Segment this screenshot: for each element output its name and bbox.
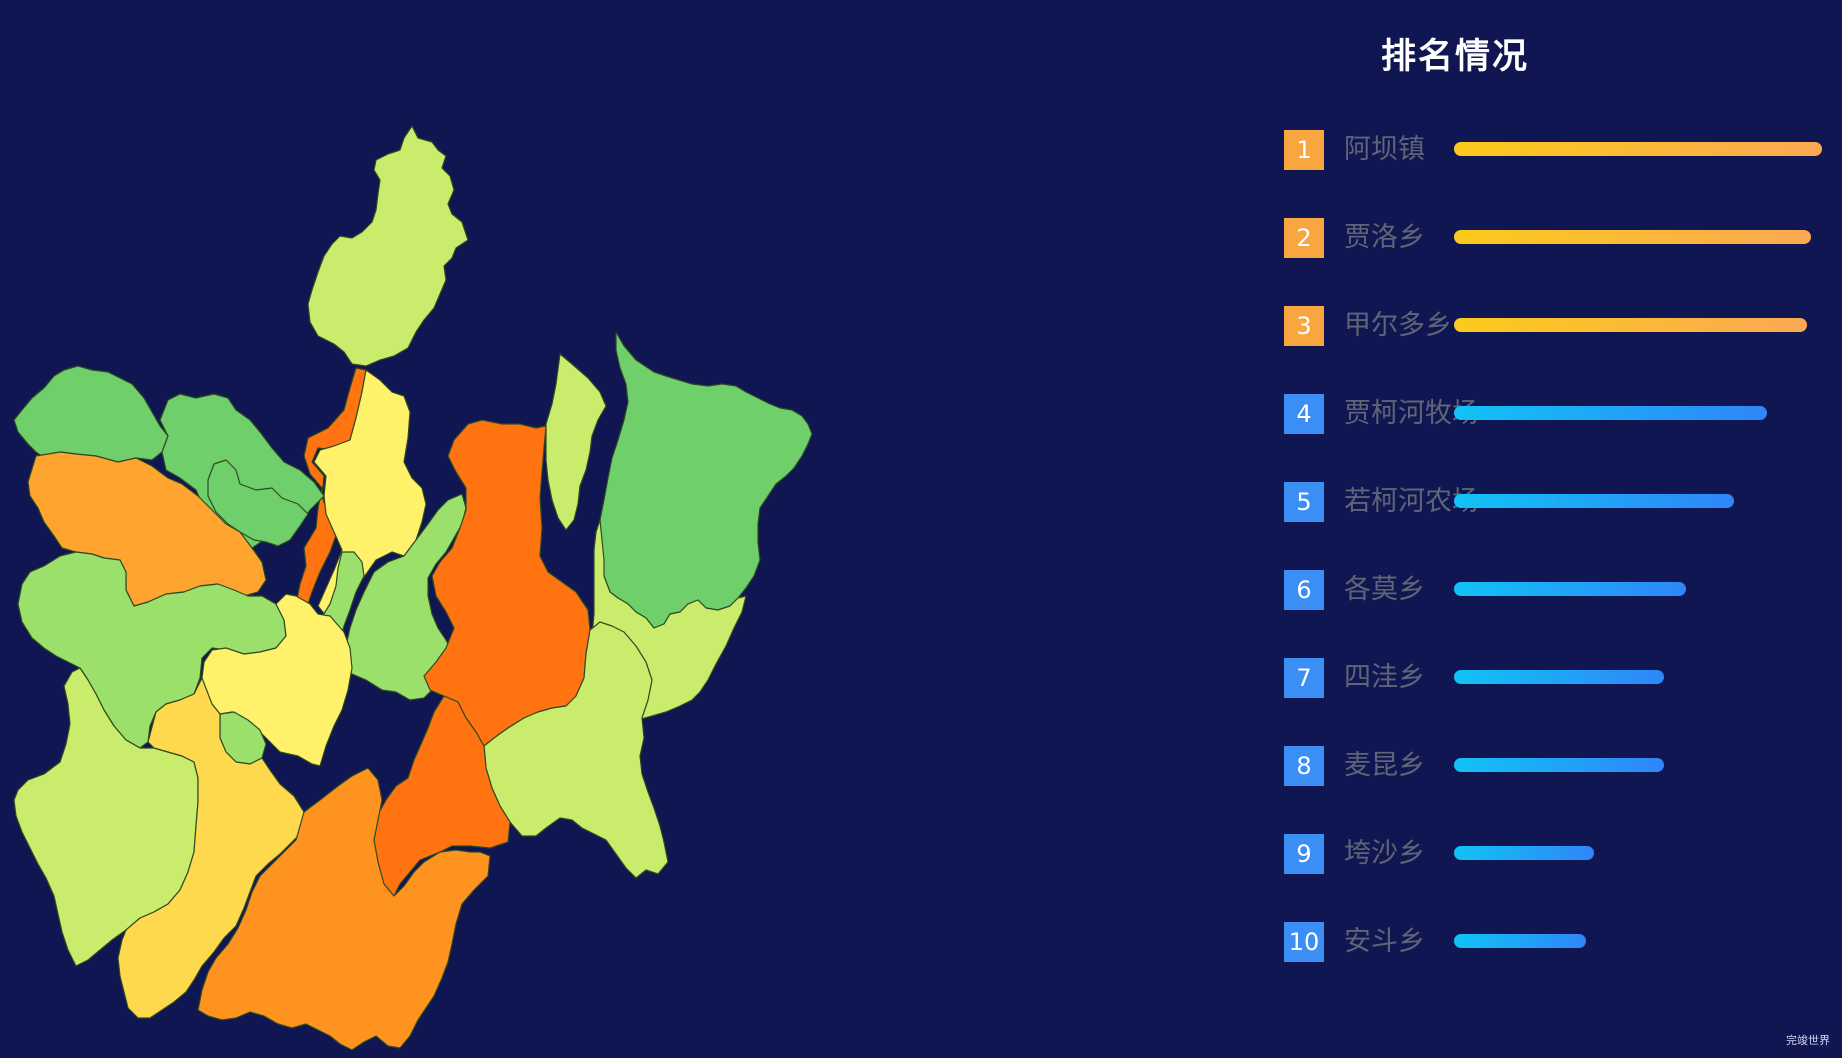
rank-badge: 3 [1284,306,1324,346]
ranking-row[interactable]: 10 安斗乡 [1284,919,1824,963]
map-region-south-center-orange[interactable] [367,695,511,897]
credit-text: 完竣世界 [1786,1034,1830,1047]
rank-bar [1454,758,1664,772]
rank-name: 阿坝镇 [1344,134,1425,165]
ranking-list: 1 阿坝镇 2 贾洛乡 3 甲尔多乡 4 贾柯河牧场 5 若柯河农场 6 各莫乡 7 四洼乡 8 麦昆乡 9 垮沙… [1284,127,1824,1007]
ranking-row[interactable]: 9 垮沙乡 [1284,831,1824,875]
rank-bar [1454,846,1594,860]
map-region-southeast[interactable] [483,621,669,879]
ranking-row[interactable]: 7 四洼乡 [1284,655,1824,699]
rank-bar [1454,670,1664,684]
ranking-title: 排名情况 [1380,37,1529,77]
rank-name: 四洼乡 [1344,662,1425,693]
ranking-row[interactable]: 1 阿坝镇 [1284,127,1824,171]
rank-badge: 5 [1284,482,1324,522]
map-region-northeast[interactable] [599,331,813,629]
rank-badge: 2 [1284,218,1324,258]
rank-bar [1454,494,1734,508]
ranking-row[interactable]: 3 甲尔多乡 [1284,303,1824,347]
rank-bar [1454,406,1767,420]
map-region-north[interactable] [307,125,469,367]
ranking-row[interactable]: 5 若柯河农场 [1284,479,1824,523]
ranking-row[interactable]: 2 贾洛乡 [1284,215,1824,259]
rank-badge: 1 [1284,130,1324,170]
rank-badge: 6 [1284,570,1324,610]
rank-name: 垮沙乡 [1344,838,1425,869]
rank-name: 安斗乡 [1344,926,1425,957]
ranking-row[interactable]: 4 贾柯河牧场 [1284,391,1824,435]
map-region-south-yellow[interactable] [117,677,305,1019]
rank-badge: 8 [1284,746,1324,786]
map-region-northwest[interactable] [13,365,169,463]
rank-badge: 10 [1284,922,1324,962]
rank-name: 甲尔多乡 [1344,310,1452,341]
rank-bar [1454,318,1807,332]
rank-bar [1454,934,1586,948]
rank-badge: 9 [1284,834,1324,874]
map-region-central-green[interactable] [207,459,309,547]
ranking-row[interactable]: 8 麦昆乡 [1284,743,1824,787]
rank-bar [1454,142,1822,156]
rank-bar [1454,582,1686,596]
rank-name: 麦昆乡 [1344,750,1425,781]
rank-bar [1454,230,1811,244]
map-region-south-orange[interactable] [197,767,491,1051]
rank-name: 贾洛乡 [1344,222,1425,253]
map-region-east-strip[interactable] [545,353,607,531]
rank-badge: 4 [1284,394,1324,434]
ranking-row[interactable]: 6 各莫乡 [1284,567,1824,611]
rank-badge: 7 [1284,658,1324,698]
region-map [13,125,813,1051]
map-region-center-yellow[interactable] [201,593,353,767]
rank-name: 各莫乡 [1344,574,1425,605]
